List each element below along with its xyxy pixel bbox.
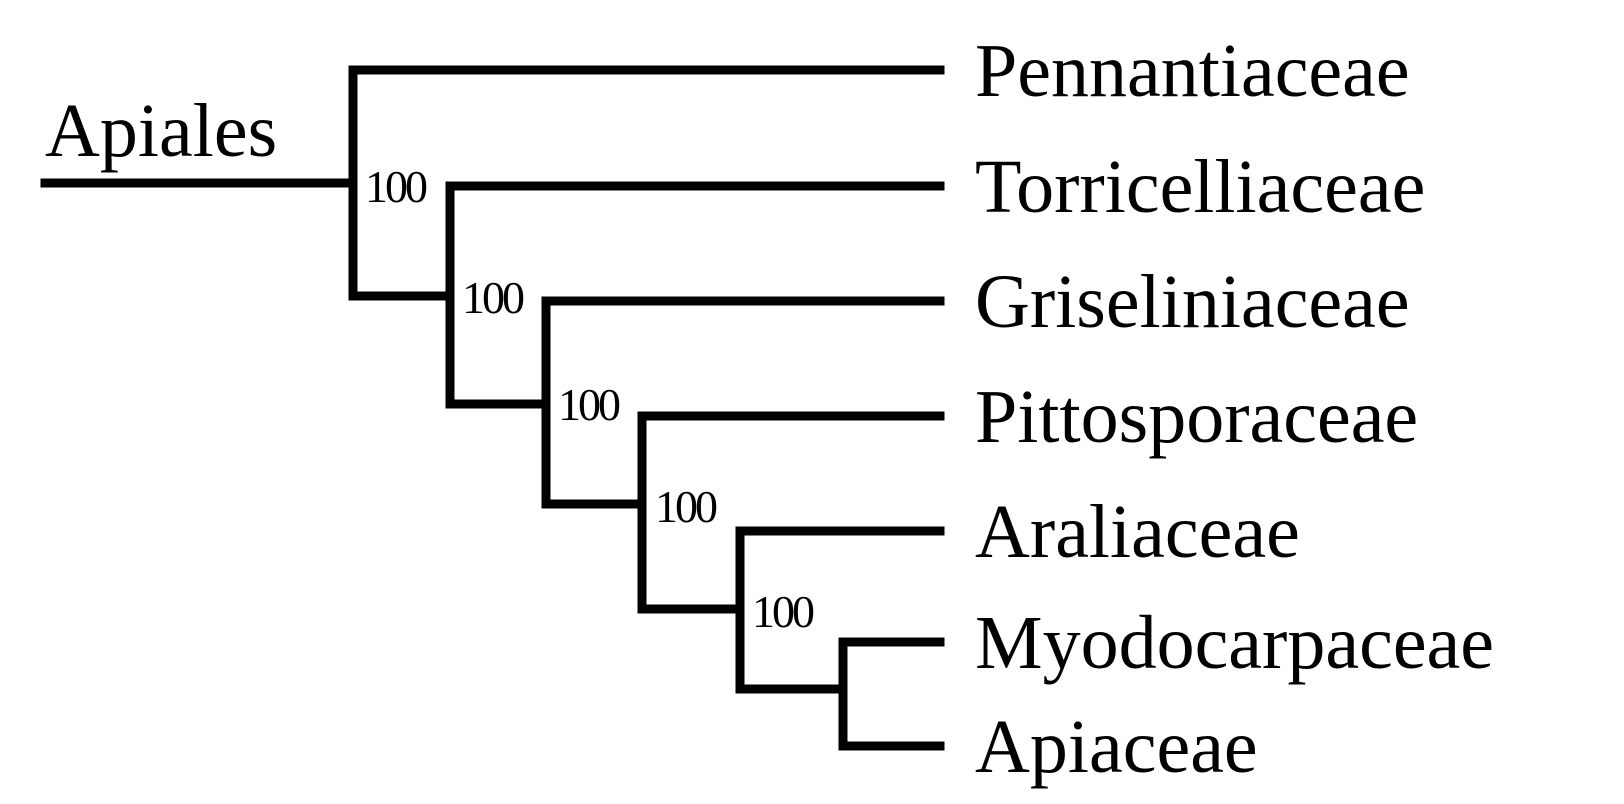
taxon-label: Araliaceae [975, 490, 1300, 574]
taxon-label: Myodocarpaceae [975, 601, 1494, 685]
support-value: 100 [558, 379, 620, 430]
taxon-label: Apiaceae [975, 705, 1258, 789]
taxon-label: Torricelliaceae [975, 145, 1425, 229]
taxon-label: Pittosporaceae [975, 375, 1418, 459]
support-value: 100 [365, 161, 427, 212]
taxon-label: Pennantiaceae [975, 29, 1410, 113]
support-value: 100 [752, 586, 814, 637]
clade-label-apiales: Apiales [45, 89, 277, 173]
support-value: 100 [462, 272, 524, 323]
support-value: 100 [655, 481, 717, 532]
taxon-label: Griseliniaceae [975, 260, 1410, 344]
